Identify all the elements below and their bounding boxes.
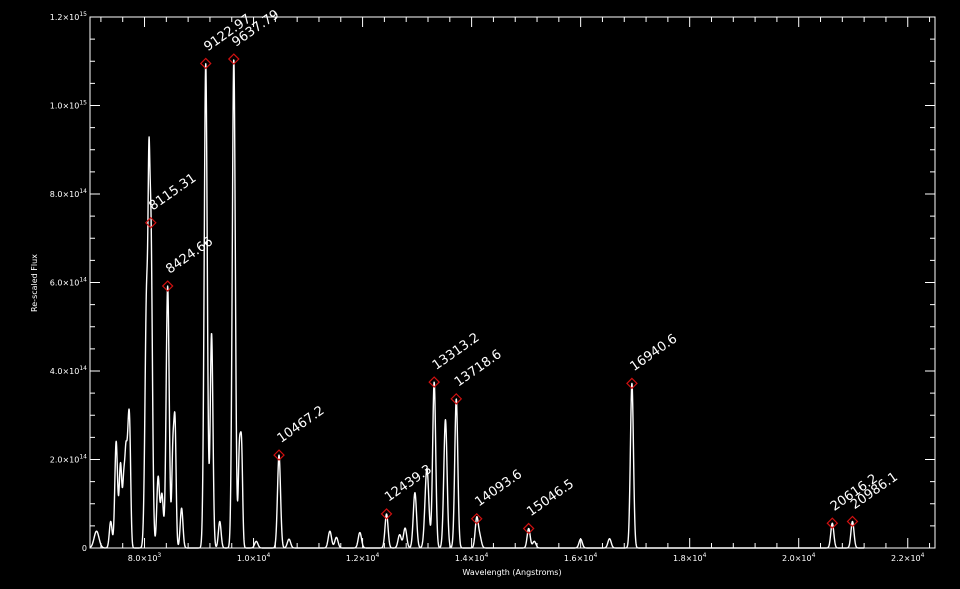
spectrum-line (89, 59, 865, 549)
x-axis-title: Wavelength (Angstroms) (462, 568, 561, 577)
y-tick-label: 2.0×1014 (50, 454, 87, 465)
peak-marker (161, 280, 174, 292)
peak-marker (626, 377, 638, 390)
plot-frame (89, 16, 936, 549)
x-tick-label: 8.0×103 (128, 552, 162, 563)
peak-marker (273, 449, 285, 461)
peak-label: 16940.6 (628, 332, 681, 375)
peak-label: 10467.2 (275, 403, 328, 446)
x-tick-label: 1.4×104 (455, 552, 489, 563)
x-tick-label: 1.2×104 (346, 552, 380, 563)
y-tick-label: 1.2×1015 (50, 11, 87, 22)
peak-label: 14093.6 (472, 467, 525, 510)
y-tick-label: 4.0×1014 (50, 365, 87, 376)
y-tick-label: 8.0×1014 (50, 188, 87, 199)
y-axis-ticks: 0 2.0×1014 4.0×1014 6.0×1014 8.0×1014 1.0×101… (50, 11, 935, 553)
peak-marker (380, 508, 393, 520)
peak-marker (470, 512, 483, 525)
peak-label: 8115.31 (146, 171, 199, 214)
peak-marker (428, 376, 441, 388)
peak-label: 12439.3 (382, 462, 435, 505)
peak-marker (846, 515, 859, 528)
y-axis-title: Re-scaled Flux (30, 254, 39, 312)
y-tick-label: 6.0×1014 (50, 277, 87, 288)
y-tick-label: 1.0×1015 (50, 100, 87, 111)
peak-marker (144, 216, 157, 229)
peak-marker (826, 517, 839, 530)
x-tick-label: 1.6×104 (564, 552, 598, 563)
peak-marker (227, 53, 240, 65)
x-tick-label: 1.8×104 (673, 552, 707, 563)
x-tick-label: 2.2×104 (891, 552, 925, 563)
peak-label: 15046.5 (524, 477, 577, 520)
y-tick-label: 0 (82, 544, 87, 553)
x-tick-label: 2.0×104 (782, 552, 816, 563)
peak-label: 8424.66 (163, 234, 216, 277)
peak-marker (450, 393, 463, 405)
peak-marker (199, 57, 212, 70)
x-axis-ticks: 8.0×103 1.0×104 1.2×104 1.4×104 1.6×104 1.8×1… (100, 17, 931, 563)
x-tick-label: 1.0×104 (237, 552, 271, 563)
peak-markers: 8115.318424.669122.979637.7910467.212439… (144, 7, 901, 535)
axis-frame (89, 16, 936, 549)
peak-marker (522, 522, 535, 535)
